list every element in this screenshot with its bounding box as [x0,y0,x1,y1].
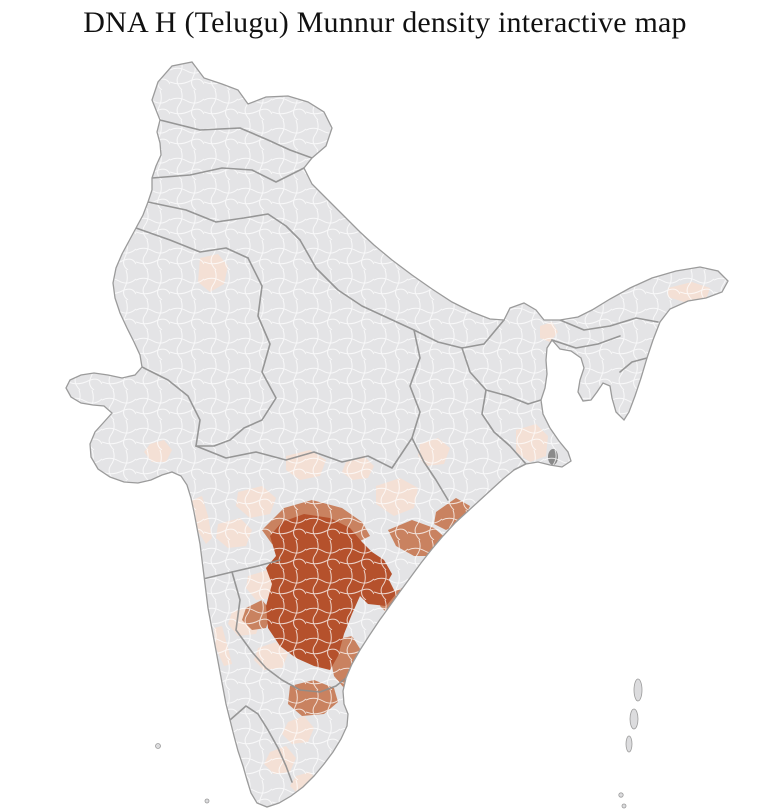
state-borders [135,119,659,783]
island[interactable] [155,743,161,749]
island[interactable] [625,735,633,753]
island[interactable] [621,803,627,809]
island[interactable] [633,678,643,702]
page-title: DNA H (Telugu) Munnur density interactiv… [83,6,687,39]
island[interactable] [204,798,210,804]
island[interactable] [618,792,624,798]
island-chains[interactable] [155,678,643,809]
district-mesh-overlay [66,62,728,807]
island[interactable] [629,708,639,730]
